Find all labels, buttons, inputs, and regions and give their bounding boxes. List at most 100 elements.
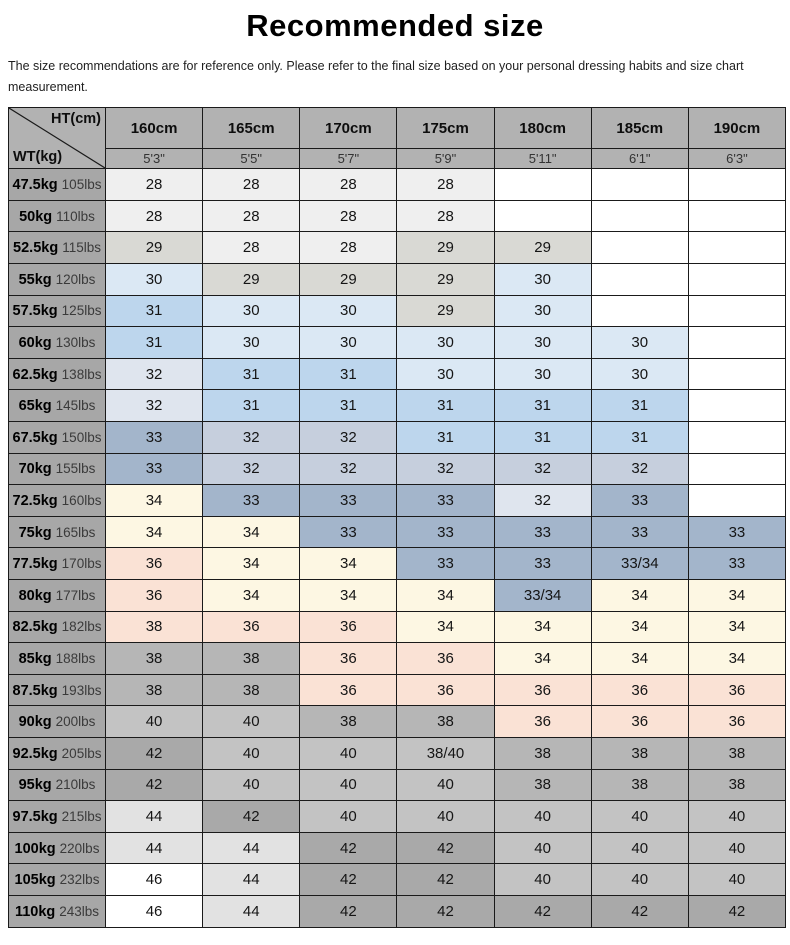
- weight-lbs-label: 120lbs: [55, 271, 96, 287]
- size-cell: 30: [590, 357, 689, 391]
- size-cell: 30: [493, 357, 592, 391]
- weight-label-cell: 62.5kg 138lbs: [8, 357, 106, 391]
- size-cell: [687, 199, 787, 233]
- size-cell: [687, 452, 787, 486]
- size-cell: 33: [590, 515, 689, 549]
- table-row: 67.5kg 150lbs 33 32 32 31 31 31: [8, 421, 787, 454]
- weight-kg-label: 95kg: [18, 777, 52, 794]
- size-cell: 40: [590, 863, 689, 896]
- size-cell: 38: [104, 610, 204, 644]
- size-cell: 34: [493, 610, 592, 644]
- weight-lbs-label: 138lbs: [61, 366, 102, 382]
- size-cell: 40: [590, 800, 689, 833]
- size-cell: 44: [202, 894, 301, 928]
- size-cell: 28: [299, 168, 398, 201]
- weight-label-cell: 47.5kg 105lbs: [8, 168, 106, 201]
- size-cell: 38: [396, 705, 495, 738]
- weight-lbs-label: 205lbs: [61, 745, 102, 761]
- height-cm-header-cell: 175cm: [396, 107, 495, 150]
- weight-lbs-label: 210lbs: [55, 777, 96, 793]
- size-cell: 33: [299, 484, 398, 517]
- weight-lbs-label: 243lbs: [59, 903, 100, 919]
- size-cell: [687, 168, 787, 201]
- size-cell: 40: [687, 800, 787, 833]
- table-row: 62.5kg 138lbs 32 31 31 30 30 30: [8, 357, 787, 391]
- weight-label-cell: 52.5kg 115lbs: [8, 231, 106, 265]
- table-row: 110kg 243lbs 46 44 42 42 42 42 42: [8, 894, 787, 928]
- weight-lbs-label: 220lbs: [59, 840, 100, 856]
- weight-lbs-label: 115lbs: [62, 240, 101, 256]
- size-cell: 32: [493, 452, 592, 486]
- size-cell: 38: [299, 705, 398, 738]
- weight-label-cell: 57.5kg 125lbs: [8, 294, 106, 328]
- size-cell: 28: [396, 199, 495, 233]
- weight-kg-label: 65kg: [18, 398, 52, 415]
- size-cell: 33: [299, 515, 398, 549]
- size-cell: 40: [687, 863, 787, 896]
- weight-kg-label: 70kg: [18, 461, 52, 478]
- weight-lbs-label: 182lbs: [61, 619, 102, 635]
- size-cell: [687, 389, 787, 422]
- size-cell: 29: [396, 294, 495, 328]
- size-cell: 36: [202, 610, 301, 644]
- size-cell: [493, 168, 592, 201]
- size-cell: 31: [396, 389, 495, 422]
- size-cell: 36: [687, 705, 787, 738]
- size-cell: [687, 421, 787, 454]
- size-cell: [687, 263, 787, 296]
- size-cell: 33: [396, 484, 495, 517]
- weight-lbs-label: 193lbs: [61, 682, 102, 698]
- size-cell: 30: [396, 357, 495, 391]
- table-row: 77.5kg 170lbs 36 34 34 33 33 33/34 33: [8, 547, 787, 580]
- page-title: Recommended size: [246, 8, 544, 43]
- size-cell: 34: [687, 610, 787, 644]
- weight-label-cell: 80kg 177lbs: [8, 578, 106, 612]
- size-cell: 31: [299, 357, 398, 391]
- size-cell: 34: [590, 610, 689, 644]
- size-cell: 38: [687, 736, 787, 770]
- weight-label-cell: 100kg 220lbs: [8, 831, 106, 865]
- height-ft-header-row: 5'3" 5'5" 5'7" 5'9" 5'11" 6'1" 6'3": [9, 148, 787, 170]
- height-ft-header-cell: 6'3": [687, 148, 787, 170]
- size-cell: 34: [202, 578, 301, 612]
- table-row: 87.5kg 193lbs 38 38 36 36 36 36 36: [8, 673, 787, 707]
- weight-kg-label: 50kg: [19, 208, 53, 225]
- size-cell: 38: [493, 736, 592, 770]
- weight-kg-label: 105kg: [14, 872, 56, 889]
- size-cell: 34: [299, 547, 398, 580]
- size-cell: 42: [493, 894, 592, 928]
- table-row: 80kg 177lbs 36 34 34 34 33/34 34 34: [8, 578, 787, 612]
- size-cell: [687, 357, 787, 391]
- table-row: 50kg 110lbs 28 28 28 28: [8, 199, 787, 233]
- weight-lbs-label: 177lbs: [55, 587, 96, 603]
- weight-label-cell: 70kg 155lbs: [8, 452, 106, 486]
- height-ft-header-cell: 5'7": [299, 148, 398, 170]
- size-cell: 40: [202, 768, 301, 802]
- weight-kg-label: 57.5kg: [12, 303, 58, 320]
- size-cell: 30: [299, 326, 398, 359]
- weight-label-cell: 72.5kg 160lbs: [8, 484, 106, 517]
- size-cell: 34: [396, 610, 495, 644]
- size-cell: [590, 168, 689, 201]
- size-cell: 40: [202, 705, 301, 738]
- size-cell: 36: [104, 547, 204, 580]
- size-cell: 28: [299, 199, 398, 233]
- size-cell: 32: [104, 389, 204, 422]
- size-cell: 28: [104, 168, 204, 201]
- size-cell: 28: [104, 199, 204, 233]
- table-row: 72.5kg 160lbs 34 33 33 33 32 33: [8, 484, 787, 517]
- size-cell: 32: [493, 484, 592, 517]
- table-row: 92.5kg 205lbs 42 40 40 38/40 38 38 38: [8, 736, 787, 770]
- size-cell: 36: [299, 673, 398, 707]
- weight-label-cell: 85kg 188lbs: [8, 642, 106, 675]
- size-cell: 31: [299, 389, 398, 422]
- size-cell: 33: [104, 452, 204, 486]
- size-cell: 38: [590, 768, 689, 802]
- size-cell: 30: [104, 263, 204, 296]
- size-cell: 38: [104, 642, 204, 675]
- size-cell: 42: [104, 736, 204, 770]
- weight-kg-label: 55kg: [18, 271, 52, 288]
- size-cell: 28: [299, 231, 398, 265]
- size-cell: 31: [396, 421, 495, 454]
